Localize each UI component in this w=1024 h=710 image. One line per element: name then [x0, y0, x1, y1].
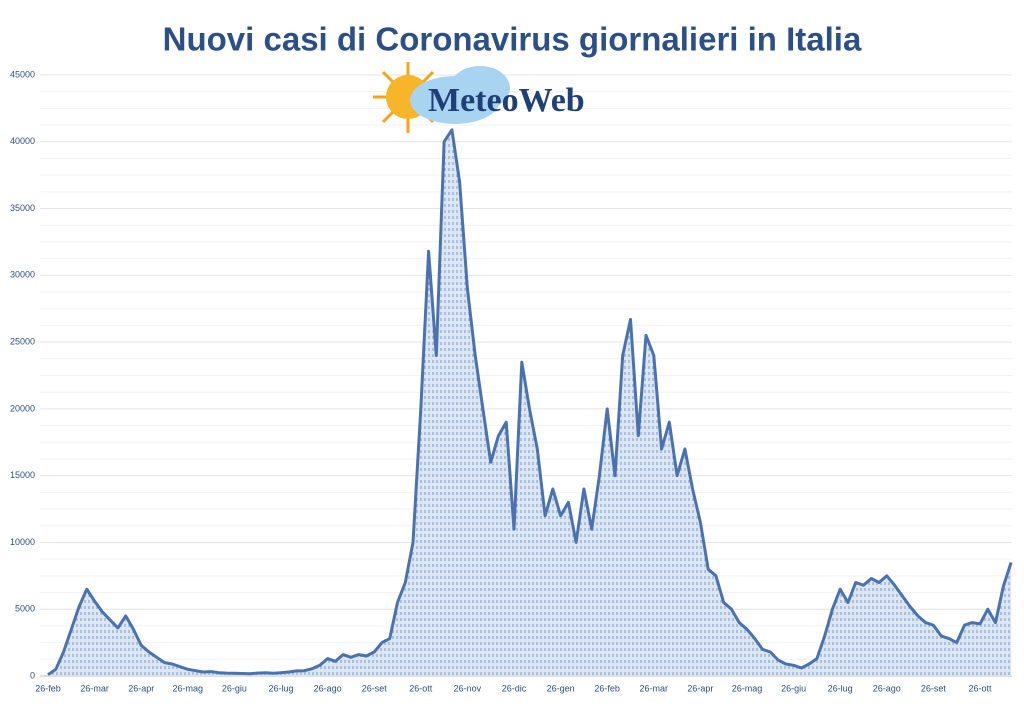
y-tick-label: 15000 — [10, 470, 35, 480]
x-tick-label: 26-mar — [640, 683, 669, 693]
logo-text: MeteoWeb — [428, 82, 585, 119]
x-tick-label: 26-mag — [732, 683, 763, 693]
x-tick-label: 26-lug — [828, 683, 853, 693]
y-tick-label: 5000 — [15, 604, 35, 614]
y-tick-label: 45000 — [10, 69, 35, 79]
x-tick-label: 26-dic — [502, 683, 527, 693]
x-tick-label: 26-ott — [968, 683, 992, 693]
area-tint — [48, 129, 1012, 677]
x-tick-label: 26-ott — [409, 683, 433, 693]
logo: MeteoWeb — [373, 62, 585, 133]
x-tick-label: 26-nov — [454, 683, 482, 693]
x-tick-label: 26-feb — [594, 683, 620, 693]
y-tick-label: 0 — [30, 670, 35, 680]
y-tick-label: 20000 — [10, 403, 35, 413]
chart-title: Nuovi casi di Coronavirus giornalieri in… — [163, 21, 862, 58]
area — [48, 129, 1012, 677]
x-tick-label: 26-ago — [314, 683, 342, 693]
x-tick-label: 26-mar — [80, 683, 109, 693]
line — [47, 128, 1013, 676]
x-tick-label: 26-set — [362, 683, 388, 693]
y-tick-label: 30000 — [10, 270, 35, 280]
x-tick-label: 26-gen — [547, 683, 575, 693]
x-tick-label: 26-lug — [268, 683, 293, 693]
x-tick-label: 26-giu — [781, 683, 806, 693]
x-tick-label: 26-set — [921, 683, 947, 693]
y-tick-label: 35000 — [10, 203, 35, 213]
x-tick-label: 26-giu — [222, 683, 247, 693]
x-tick-label: 26-feb — [35, 683, 61, 693]
y-tick-label: 25000 — [10, 336, 35, 346]
x-tick-label: 26-mag — [173, 683, 204, 693]
plot-area: 0 5000 10000 15000 20000 25000 30000 35000 40000… — [10, 69, 1013, 693]
x-tick-label: 26-ago — [873, 683, 901, 693]
x-tick-label: 26-apr — [128, 683, 154, 693]
x-tick-label: 26-apr — [687, 683, 713, 693]
y-tick-label: 40000 — [10, 136, 35, 146]
y-tick-label: 10000 — [10, 537, 35, 547]
